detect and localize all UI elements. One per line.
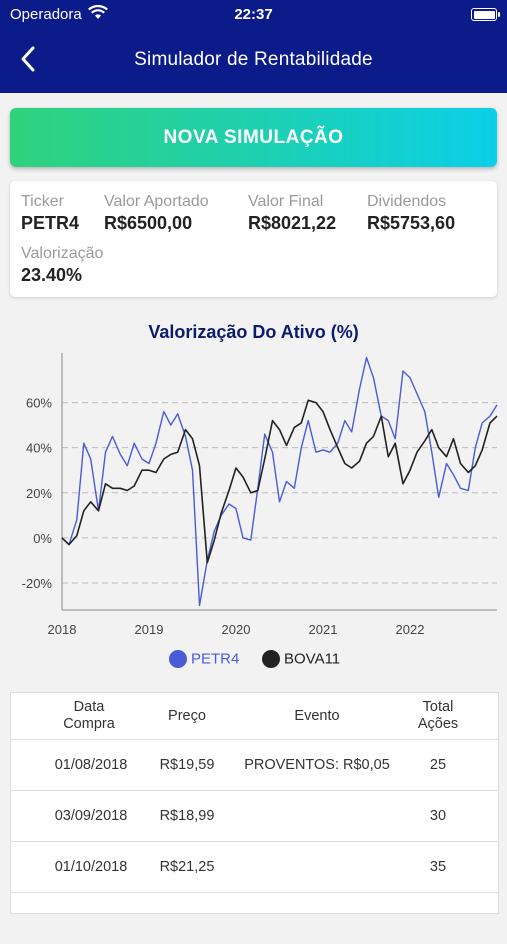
valor-aportado-value: R$6500,00	[104, 213, 193, 233]
cell-data-compra	[31, 893, 151, 944]
y-tick-label: 60%	[26, 396, 52, 411]
x-tick-label: 2019	[135, 622, 164, 637]
x-tick-label: 2018	[48, 622, 77, 637]
cell-preco: R$21,25	[159, 859, 215, 875]
valorizacao-chart: 60% 40% 20% 0% -20% 2018 2019 2020 2021 2022	[22, 353, 498, 637]
series-line-petr4	[61, 356, 498, 607]
valor-final-label: Valor Final	[248, 193, 324, 210]
valorizacao-label: Valorização	[21, 245, 104, 262]
new-simulation-button[interactable]: NOVA SIMULAÇÃO	[10, 108, 497, 167]
cell-total-acoes: 35	[429, 859, 447, 875]
valor-aportado-label: Valor Aportado	[104, 193, 209, 210]
table-row[interactable]: 01/08/2018 R$19,59 PROVENTOS: R$0,05 25	[11, 739, 498, 791]
cell-total-acoes	[401, 893, 475, 944]
cell-data-compra: 01/08/2018	[54, 757, 128, 773]
cell-evento	[237, 893, 397, 944]
chart-legend: PETR4 BOVA11	[0, 650, 507, 670]
cell-evento	[237, 842, 397, 893]
navbar: Simulador de Rentabilidade	[0, 28, 507, 93]
header-total-acoes: Total Ações	[417, 699, 459, 732]
y-tick-label: 20%	[26, 486, 52, 501]
legend-item-bova11[interactable]: BOVA11	[262, 650, 341, 669]
cell-evento	[237, 791, 397, 842]
cell-total-acoes: 30	[429, 808, 447, 824]
chart-title: Valorização Do Ativo (%)	[148, 322, 359, 342]
table-row[interactable]: 03/09/2018 R$18,99 30	[11, 790, 498, 842]
cell-evento: PROVENTOS: R$0,05	[244, 757, 390, 773]
dividendos-label: Dividendos	[367, 193, 447, 210]
cell-total-acoes: 25	[429, 757, 447, 773]
cell-data-compra: 03/09/2018	[54, 808, 128, 824]
cell-preco: R$19,59	[159, 757, 215, 773]
legend-label-bova11: BOVA11	[284, 650, 341, 668]
header-preco: Preço	[168, 707, 206, 724]
table-row[interactable]	[11, 892, 498, 944]
legend-dot-bova11	[262, 650, 280, 669]
summary-card: Ticker PETR4 Valor Aportado R$6500,00 Va…	[10, 181, 497, 297]
clock: 22:37	[234, 6, 273, 23]
app-header: Operadora 22:37 Simulador de Rentabilida…	[0, 0, 507, 93]
ticker-field: Ticker PETR4	[21, 193, 79, 234]
header-evento: Evento	[294, 707, 340, 724]
x-tick-label: 2020	[222, 622, 251, 637]
valor-aportado-field: Valor Aportado R$6500,00	[104, 193, 209, 234]
status-bar: Operadora 22:37	[0, 0, 507, 28]
y-tick-label: 40%	[26, 441, 52, 456]
page-title: Simulador de Rentabilidade	[134, 49, 373, 70]
table-row[interactable]: 01/10/2018 R$21,25 35	[11, 841, 498, 893]
back-arrow-icon[interactable]	[14, 44, 44, 74]
purchases-table: Data Compra Preço Evento Total Ações 01/…	[10, 692, 499, 914]
y-tick-label: -20%	[22, 576, 53, 591]
cell-preco	[147, 893, 227, 944]
x-tick-label: 2022	[396, 622, 425, 637]
legend-item-petr4[interactable]: PETR4	[169, 650, 240, 669]
valorizacao-value: 23.40%	[21, 265, 83, 285]
valor-final-field: Valor Final R$8021,22	[248, 193, 336, 234]
battery-icon	[471, 8, 500, 21]
ticker-label: Ticker	[21, 193, 64, 210]
legend-label-petr4: PETR4	[191, 650, 240, 668]
series-line-bova11	[61, 399, 498, 564]
wifi-icon	[88, 5, 108, 19]
ticker-value: PETR4	[21, 213, 80, 233]
x-tick-label: 2021	[309, 622, 338, 637]
cell-data-compra: 01/10/2018	[54, 859, 128, 875]
cell-preco: R$18,99	[159, 808, 215, 824]
y-tick-label: 0%	[33, 531, 52, 546]
valorizacao-field: Valorização 23.40%	[21, 245, 103, 286]
dividendos-field: Dividendos R$5753,60	[367, 193, 455, 234]
header-data-compra: Data Compra	[63, 699, 115, 732]
carrier-label: Operadora	[10, 6, 82, 23]
legend-dot-petr4	[169, 650, 187, 669]
dividendos-value: R$5753,60	[367, 213, 456, 233]
valor-final-value: R$8021,22	[248, 213, 337, 233]
